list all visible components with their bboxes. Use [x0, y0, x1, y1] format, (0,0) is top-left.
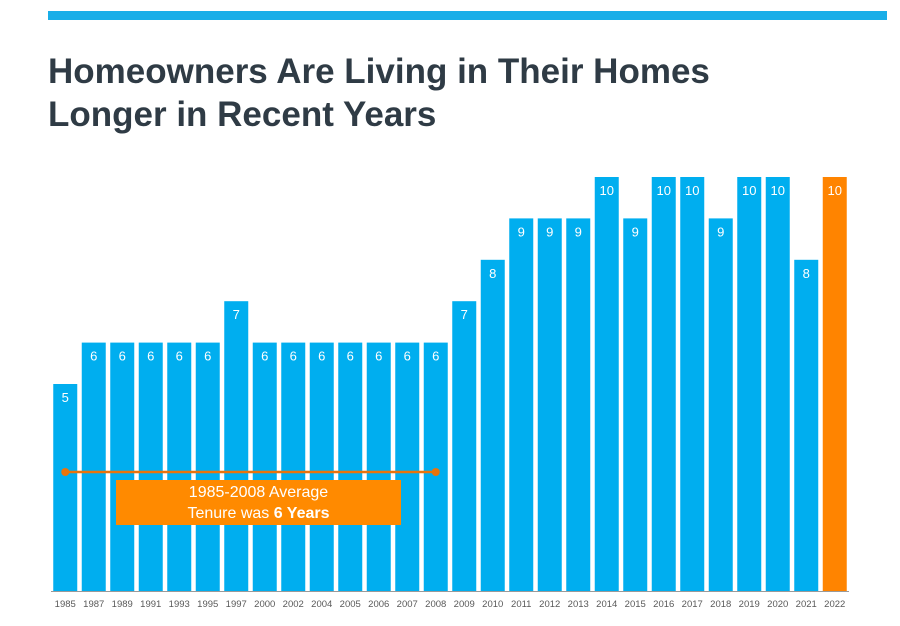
bar-value-label-1991: 6: [147, 349, 154, 364]
x-tick-label-1993: 1993: [169, 599, 190, 610]
bar-1987: [81, 342, 106, 591]
bar-2008: [423, 342, 448, 591]
bar-value-label-2021: 8: [803, 266, 810, 281]
bar-2015: [623, 218, 648, 591]
bar-value-label-2022: 10: [828, 183, 842, 198]
bar-2007: [395, 342, 420, 591]
bar-2022: [822, 177, 847, 591]
x-tick-label-2010: 2010: [482, 599, 503, 610]
x-tick-label-2009: 2009: [454, 599, 475, 610]
bar-2002: [281, 342, 306, 591]
bar-value-label-1995: 6: [204, 349, 211, 364]
bar-value-label-2014: 10: [600, 183, 614, 198]
bar-2005: [338, 342, 363, 591]
callout-line-2-bold: 6 Years: [273, 505, 330, 522]
x-tick-label-2005: 2005: [340, 599, 361, 610]
bar-2006: [366, 342, 391, 591]
bar-value-label-2006: 6: [375, 349, 382, 364]
top-accent-bar: [48, 11, 887, 20]
bar-2011: [509, 218, 534, 591]
x-tick-label-2004: 2004: [311, 599, 332, 610]
bar-value-label-2005: 6: [347, 349, 354, 364]
x-tick-label-1985: 1985: [55, 599, 76, 610]
bar-value-label-1985: 5: [62, 390, 69, 405]
bar-value-label-2007: 6: [404, 349, 411, 364]
bar-1985: [53, 384, 78, 591]
x-tick-label-2006: 2006: [368, 599, 389, 610]
bar-2019: [737, 177, 762, 591]
x-tick-label-2008: 2008: [425, 599, 446, 610]
bar-1993: [167, 342, 192, 591]
x-tick-label-1995: 1995: [197, 599, 218, 610]
x-tick-label-2015: 2015: [625, 599, 646, 610]
bar-value-label-2010: 8: [489, 266, 496, 281]
x-tick-label-2018: 2018: [710, 599, 731, 610]
bar-value-label-1989: 6: [119, 349, 126, 364]
bar-value-label-2008: 6: [432, 349, 439, 364]
bar-value-label-2015: 9: [632, 224, 639, 239]
x-tick-label-2022: 2022: [824, 599, 845, 610]
x-tick-label-2014: 2014: [596, 599, 617, 610]
x-tick-label-2011: 2011: [511, 599, 531, 610]
bar-value-label-2002: 6: [290, 349, 297, 364]
bar-value-label-2011: 9: [518, 224, 525, 239]
bar-value-label-2017: 10: [685, 183, 699, 198]
bar-1991: [138, 342, 163, 591]
x-tick-label-1991: 1991: [140, 599, 161, 610]
bar-value-label-2000: 6: [261, 349, 268, 364]
x-tick-label-2013: 2013: [568, 599, 589, 610]
x-tick-label-2000: 2000: [254, 599, 275, 610]
bar-value-label-1993: 6: [176, 349, 183, 364]
x-tick-label-2012: 2012: [539, 599, 560, 610]
x-tick-label-2021: 2021: [796, 599, 817, 610]
bar-value-label-2020: 10: [771, 183, 785, 198]
bar-2016: [651, 177, 676, 591]
bar-2013: [566, 218, 591, 591]
bar-2012: [537, 218, 562, 591]
callout-line-1: 1985-2008 Average: [188, 484, 329, 501]
x-tick-label-2016: 2016: [653, 599, 674, 610]
bar-2020: [765, 177, 790, 591]
bar-1995: [195, 342, 220, 591]
bar-value-label-2018: 9: [717, 224, 724, 239]
x-tick-label-1997: 1997: [226, 599, 247, 610]
bar-2021: [794, 259, 819, 591]
x-tick-label-2002: 2002: [283, 599, 304, 610]
bar-value-label-2009: 7: [461, 307, 468, 322]
bar-2018: [708, 218, 733, 591]
bar-value-label-2004: 6: [318, 349, 325, 364]
x-tick-label-1989: 1989: [112, 599, 133, 610]
bar-2000: [252, 342, 277, 591]
x-tick-label-2007: 2007: [397, 599, 418, 610]
chart-title-line-2: Longer in Recent Years: [48, 95, 437, 134]
bar-2004: [309, 342, 334, 591]
bar-value-label-1987: 6: [90, 349, 97, 364]
bar-2010: [480, 259, 505, 591]
callout-line-2: Tenure was 6 Years: [116, 503, 401, 524]
bar-value-label-1997: 7: [233, 307, 240, 322]
bar-value-label-2019: 10: [742, 183, 756, 198]
bar-value-label-2016: 10: [657, 183, 671, 198]
callout-line-2-prefix: Tenure was: [187, 505, 274, 522]
average-tenure-callout: 1985-2008 Average Tenure was 6 Years: [116, 480, 401, 525]
chart-title-line-1: Homeowners Are Living in Their Homes: [48, 52, 710, 91]
bar-value-label-2012: 9: [546, 224, 553, 239]
average-line-start-marker: [61, 468, 70, 476]
bar-2014: [594, 177, 619, 591]
x-tick-label-2020: 2020: [767, 599, 788, 610]
x-tick-label-2017: 2017: [682, 599, 703, 610]
average-line-end-marker: [431, 468, 440, 476]
bar-2009: [452, 301, 477, 591]
bar-value-label-2013: 9: [575, 224, 582, 239]
x-tick-label-2019: 2019: [739, 599, 760, 610]
x-tick-label-1987: 1987: [83, 599, 104, 610]
bar-2017: [680, 177, 705, 591]
bar-1989: [110, 342, 135, 591]
bar-1997: [224, 301, 249, 591]
chart-title: Homeowners Are Living in Their Homes Lon…: [48, 50, 710, 136]
